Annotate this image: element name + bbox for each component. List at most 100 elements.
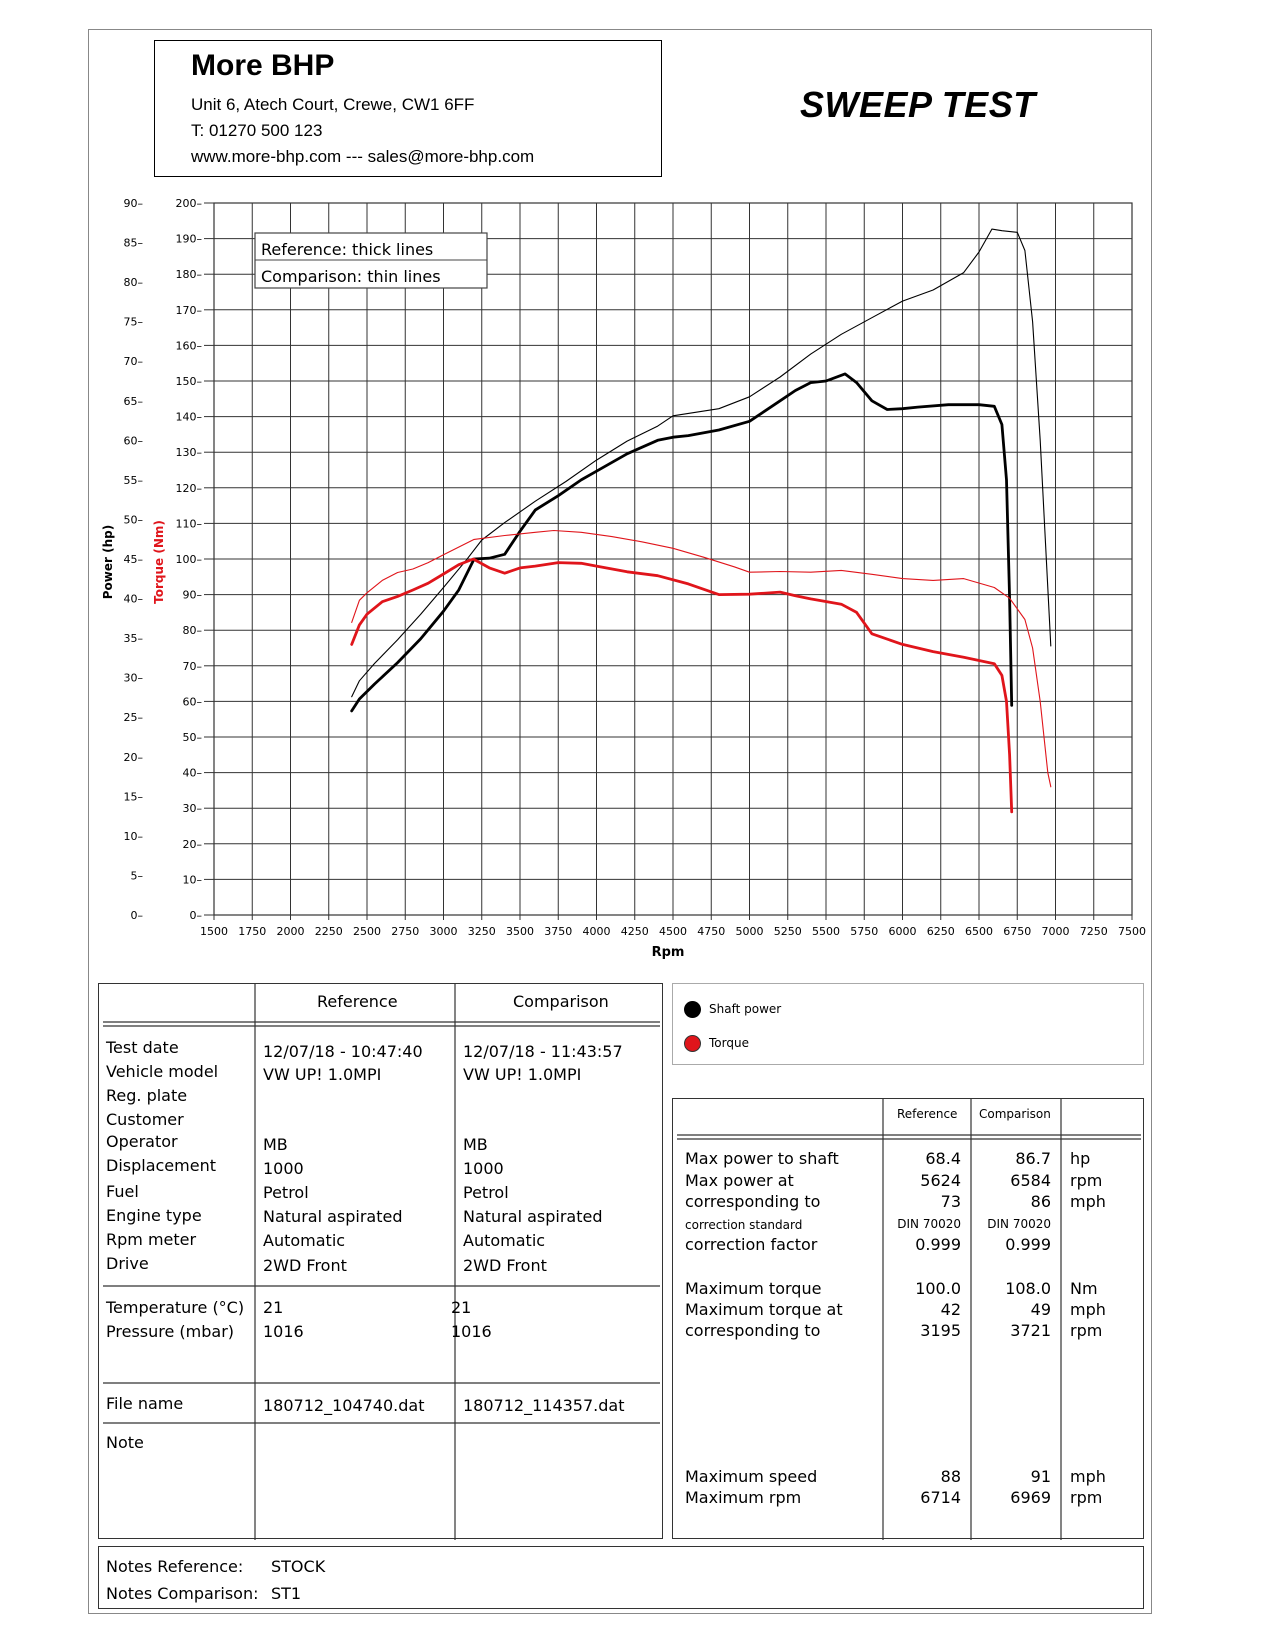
ref-fuel: Petrol <box>263 1183 309 1202</box>
line-style-legend: Reference: thick lines Comparison: thin … <box>254 232 488 289</box>
cmp-displacement: 1000 <box>463 1159 504 1178</box>
label-displacement: Displacement <box>106 1156 216 1175</box>
power-tick-label: 20– <box>124 751 144 764</box>
shaft-power-swatch-icon <box>684 1001 701 1018</box>
x-tick-label: 7250 <box>1080 925 1108 938</box>
torque-tick-label: 20– <box>183 838 203 851</box>
torque-tick-label: 200– <box>176 197 203 210</box>
results-row-label: Max power at <box>685 1171 794 1190</box>
legend-torque: Torque <box>709 1036 749 1050</box>
results-row-unit: hp <box>1070 1149 1091 1168</box>
cmp-file-name: 180712_114357.dat <box>463 1396 625 1415</box>
power-tick-label: 10– <box>124 830 144 843</box>
ref-engine-type: Natural aspirated <box>263 1207 403 1226</box>
power-tick-label: 15– <box>124 790 144 803</box>
x-tick-label: 1750 <box>238 925 266 938</box>
results-col-comparison: Comparison <box>979 1107 1051 1121</box>
company-phone: T: 01270 500 123 <box>191 121 323 140</box>
torque-reference-line <box>350 557 1014 814</box>
x-tick-label: 4250 <box>621 925 649 938</box>
results-row-unit: mph <box>1070 1192 1106 1211</box>
results-row-comparison: 86 <box>1030 1192 1051 1211</box>
torque-tick-label: 30– <box>183 802 203 815</box>
ref-rpm-meter: Automatic <box>263 1231 346 1250</box>
power-axis-label: Power (hp) <box>101 525 115 599</box>
x-tick-label: 5500 <box>812 925 840 938</box>
x-tick-label: 2750 <box>391 925 419 938</box>
x-tick-label: 3000 <box>430 925 458 938</box>
results-row-label: correction standard <box>685 1218 803 1232</box>
x-tick-label: 6500 <box>965 925 993 938</box>
cmp-vehicle-model: VW UP! 1.0MPI <box>463 1065 582 1084</box>
results-row-reference: 100.0 <box>915 1279 961 1298</box>
ref-temperature: 21 <box>263 1298 284 1317</box>
power-tick-label: 65– <box>124 395 144 408</box>
cmp-pressure: 1016 <box>451 1322 492 1341</box>
results-row-reference: 5624 <box>920 1171 961 1190</box>
torque-tick-label: 100– <box>176 553 203 566</box>
label-note: Note <box>106 1433 144 1452</box>
results-row-comparison: 0.999 <box>1005 1235 1051 1254</box>
x-tick-label: 6750 <box>1003 925 1031 938</box>
torque-tick-label: 70– <box>183 660 203 673</box>
label-temperature: Temperature (°C) <box>106 1298 245 1317</box>
shaft-power-reference-line <box>350 372 1014 713</box>
power-tick-label: 70– <box>124 355 144 368</box>
results-grid <box>677 1099 1141 1540</box>
x-tick-label: 7000 <box>1042 925 1070 938</box>
ref-file-name: 180712_104740.dat <box>263 1396 425 1415</box>
results-row-reference: 42 <box>940 1300 961 1319</box>
torque-tick-label: 90– <box>183 589 203 602</box>
x-tick-label: 4750 <box>697 925 725 938</box>
run-info-grid <box>103 984 660 1540</box>
results-row-label: corresponding to <box>685 1192 821 1211</box>
x-tick-label: 3250 <box>468 925 496 938</box>
label-customer: Customer <box>106 1110 184 1129</box>
results-row-reference: 73 <box>940 1192 961 1211</box>
report-title: SWEEP TEST <box>800 84 1036 125</box>
power-tick-label: 30– <box>124 672 144 685</box>
x-tick-label: 3500 <box>506 925 534 938</box>
notes-reference-label: Notes Reference: <box>106 1557 244 1576</box>
x-tick-label: 2250 <box>315 925 343 938</box>
results-row-unit: mph <box>1070 1467 1106 1486</box>
torque-tick-label: 180– <box>176 268 203 281</box>
results-row-comparison: 108.0 <box>1005 1279 1051 1298</box>
torque-swatch-icon <box>684 1035 701 1052</box>
cmp-drive: 2WD Front <box>463 1256 547 1275</box>
dyno-chart: 1500 1750 2000 2250 2500 2750 3000 3250 3500 3750… <box>101 197 1146 960</box>
company-web: www.more-bhp.com --- sales@more-bhp.com <box>191 147 535 166</box>
power-tick-label: 0– <box>131 909 144 922</box>
results-row-unit: Nm <box>1070 1279 1098 1298</box>
torque-tick-label: 160– <box>176 339 203 352</box>
torque-axis-label: Torque (Nm) <box>152 520 166 604</box>
power-tick-label: 60– <box>124 434 144 447</box>
ref-test-date: 12/07/18 - 10:47:40 <box>263 1042 423 1061</box>
results-row-label: corresponding to <box>685 1321 821 1340</box>
label-operator: Operator <box>106 1132 178 1151</box>
company-name: More BHP <box>191 49 335 82</box>
power-tick-label: 5– <box>131 869 144 882</box>
label-pressure: Pressure (mbar) <box>106 1322 235 1341</box>
cmp-operator: MB <box>463 1135 488 1154</box>
torque-tick-label: 60– <box>183 695 203 708</box>
results-row-comparison: 86.7 <box>1015 1149 1051 1168</box>
ref-pressure: 1016 <box>263 1322 304 1341</box>
label-test-date: Test date <box>106 1038 179 1057</box>
label-rpm-meter: Rpm meter <box>106 1230 197 1249</box>
cmp-engine-type: Natural aspirated <box>463 1207 603 1226</box>
company-address: Unit 6, Atech Court, Crewe, CW1 6FF <box>191 95 475 114</box>
ref-displacement: 1000 <box>263 1159 304 1178</box>
results-row-comparison: 6584 <box>1010 1171 1051 1190</box>
torque-tick-label: 150– <box>176 375 203 388</box>
results-row-reference: DIN 70020 <box>897 1217 961 1231</box>
notes-reference-value: STOCK <box>271 1557 326 1576</box>
shaft-power-comparison-line <box>351 228 1052 698</box>
power-tick-label: 25– <box>124 711 144 724</box>
results-row-unit: mph <box>1070 1300 1106 1319</box>
x-tick-label: 2000 <box>277 925 305 938</box>
page-frame <box>88 29 1152 1614</box>
results-row-label: Maximum rpm <box>685 1488 802 1507</box>
x-tick-label: 5000 <box>736 925 764 938</box>
legend-shaft-power: Shaft power <box>709 1002 782 1016</box>
